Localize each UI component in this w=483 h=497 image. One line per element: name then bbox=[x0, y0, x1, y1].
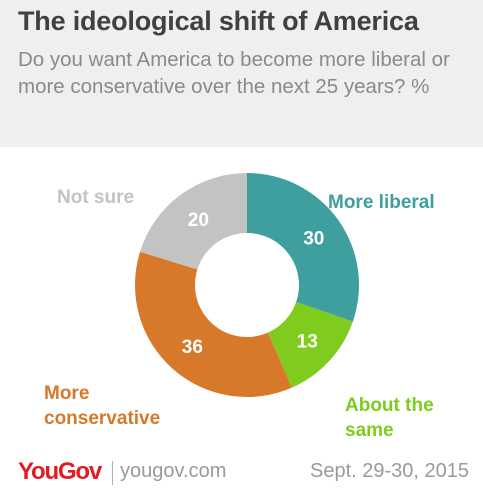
slice-not-sure bbox=[140, 173, 247, 270]
label-not-sure: Not sure bbox=[57, 187, 134, 208]
chart-footer: YouGov yougov.com Sept. 29-30, 2015 bbox=[0, 453, 483, 497]
value-more-liberal: 30 bbox=[303, 228, 324, 249]
value-more-conservative: 36 bbox=[182, 337, 203, 358]
slice-more-liberal bbox=[247, 173, 359, 322]
footer-site[interactable]: yougov.com bbox=[120, 460, 227, 482]
footer-separator bbox=[112, 461, 113, 485]
yougov-logo: YouGov bbox=[18, 458, 102, 485]
footer-date: Sept. 29-30, 2015 bbox=[309, 460, 469, 482]
category-labels-group: More liberal About the same More conservat… bbox=[44, 187, 435, 441]
value-about-the-same: 13 bbox=[297, 332, 318, 353]
chart-title: The ideological shift of America bbox=[18, 6, 419, 36]
value-not-sure: 20 bbox=[188, 210, 209, 231]
label-more-liberal: More liberal bbox=[328, 192, 435, 213]
chart-subtitle: Do you want America to become more liber… bbox=[18, 48, 450, 98]
label-about-the-same: About the same bbox=[345, 395, 434, 441]
chart-header: The ideological shift of America Do you … bbox=[0, 0, 483, 147]
slices-group bbox=[135, 173, 359, 397]
slice-more-conservative bbox=[135, 251, 292, 397]
label-more-conservative: More conservative bbox=[44, 383, 160, 429]
value-labels-group: 30 13 36 20 bbox=[182, 210, 325, 358]
donut-chart: 30 13 36 20 More liberal About the same More… bbox=[44, 173, 435, 441]
slice-about-the-same bbox=[267, 302, 353, 388]
